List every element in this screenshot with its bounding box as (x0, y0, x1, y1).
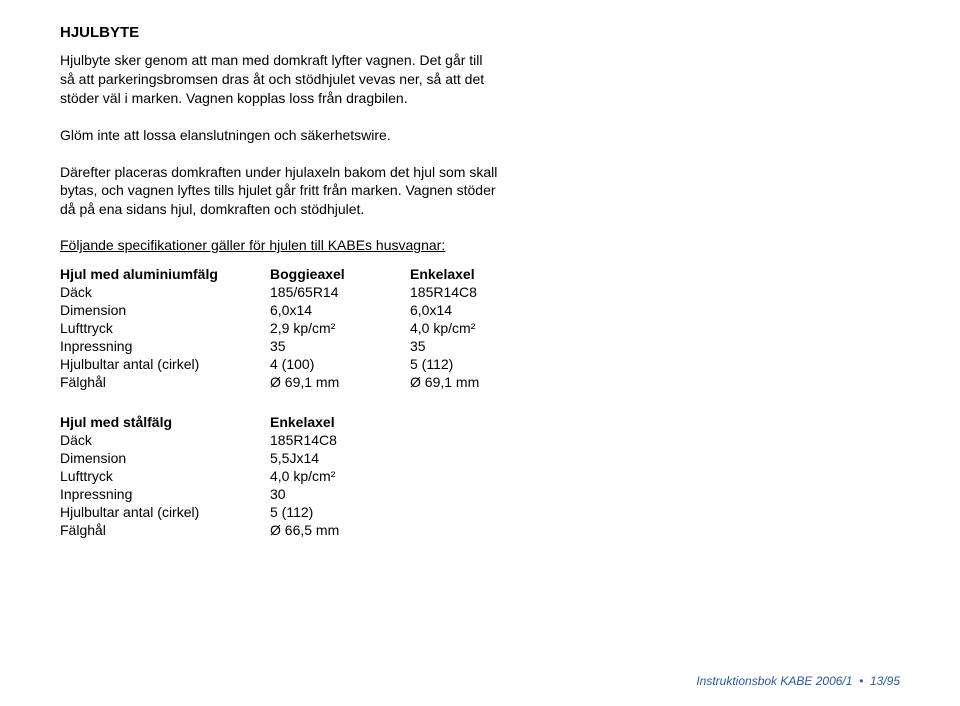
table-row: Dimension5,5Jx14 (60, 449, 410, 467)
cell: 30 (270, 485, 410, 503)
table-row: Inpressning3535 (60, 337, 550, 355)
document-page: HJULBYTE Hjulbyte sker genom att man med… (0, 0, 960, 706)
footer-book: Instruktionsbok KABE 2006/1 (696, 674, 852, 688)
cell: Hjulbultar antal (cirkel) (60, 503, 270, 521)
table-row: Lufttryck4,0 kp/cm² (60, 467, 410, 485)
cell: 4,0 kp/cm² (410, 319, 550, 337)
cell: 2,9 kp/cm² (270, 319, 410, 337)
table-row: Inpressning30 (60, 485, 410, 503)
cell: Inpressning (60, 337, 270, 355)
cell: 4 (100) (270, 355, 410, 373)
col-head: Hjul med aluminiumfälg (60, 265, 270, 283)
cell: Ø 69,1 mm (270, 373, 410, 391)
table-head-row: Hjul med aluminiumfälg Boggieaxel Enkela… (60, 265, 550, 283)
section-title: HJULBYTE (60, 24, 900, 41)
cell: Ø 69,1 mm (410, 373, 550, 391)
table-row: Lufttryck2,9 kp/cm²4,0 kp/cm² (60, 319, 550, 337)
cell: 5 (112) (410, 355, 550, 373)
cell: Fälghål (60, 373, 270, 391)
cell: Lufttryck (60, 467, 270, 485)
paragraph-2: Glöm inte att lossa elanslutningen och s… (60, 126, 500, 145)
cell: Fälghål (60, 521, 270, 539)
paragraph-3: Därefter placeras domkraften under hjula… (60, 163, 500, 220)
spec-table-aluminium: Hjul med aluminiumfälg Boggieaxel Enkela… (60, 265, 550, 391)
col-head: Enkelaxel (410, 265, 550, 283)
cell: Inpressning (60, 485, 270, 503)
cell: 6,0x14 (410, 301, 550, 319)
table-row: FälghålØ 69,1 mmØ 69,1 mm (60, 373, 550, 391)
cell: Dimension (60, 449, 270, 467)
cell: 35 (410, 337, 550, 355)
table-row: Däck185/65R14185R14C8 (60, 283, 550, 301)
cell: 6,0x14 (270, 301, 410, 319)
table-row: Däck185R14C8 (60, 431, 410, 449)
col-head: Boggieaxel (270, 265, 410, 283)
table-row: Dimension6,0x146,0x14 (60, 301, 550, 319)
table-row: FälghålØ 66,5 mm (60, 521, 410, 539)
cell: 5,5Jx14 (270, 449, 410, 467)
paragraph-1: Hjulbyte sker genom att man med domkraft… (60, 51, 500, 108)
cell: 4,0 kp/cm² (270, 467, 410, 485)
table-head-row: Hjul med stålfälg Enkelaxel (60, 413, 410, 431)
cell: Däck (60, 431, 270, 449)
spec-table-steel: Hjul med stålfälg Enkelaxel Däck185R14C8… (60, 413, 410, 539)
cell: 185/65R14 (270, 283, 410, 301)
cell: 35 (270, 337, 410, 355)
cell: Hjulbultar antal (cirkel) (60, 355, 270, 373)
footer-page-number: 13/95 (870, 674, 900, 688)
col-head: Enkelaxel (270, 413, 410, 431)
cell: 5 (112) (270, 503, 410, 521)
table-row: Hjulbultar antal (cirkel)5 (112) (60, 503, 410, 521)
cell: 185R14C8 (410, 283, 550, 301)
table-row: Hjulbultar antal (cirkel)4 (100)5 (112) (60, 355, 550, 373)
cell: Däck (60, 283, 270, 301)
spec-subhead: Följande specifikationer gäller för hjul… (60, 237, 500, 253)
cell: Dimension (60, 301, 270, 319)
col-head: Hjul med stålfälg (60, 413, 270, 431)
cell: Lufttryck (60, 319, 270, 337)
cell: 185R14C8 (270, 431, 410, 449)
page-footer: Instruktionsbok KABE 2006/1 • 13/95 (696, 674, 900, 688)
cell: Ø 66,5 mm (270, 521, 410, 539)
